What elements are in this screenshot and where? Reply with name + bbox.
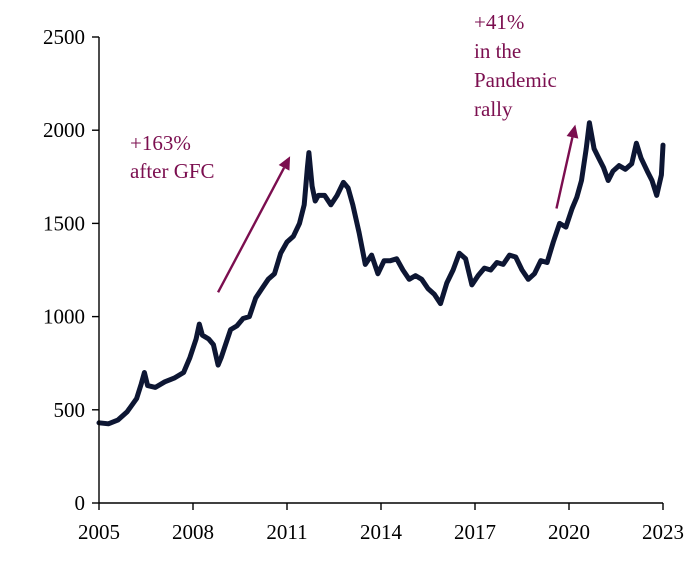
annotation-text: +163% after GFC: [130, 131, 215, 183]
x-tick-label: 2011: [266, 520, 307, 544]
annotation-line: after GFC: [130, 159, 215, 183]
annotation-arrow-head: [278, 156, 291, 171]
tick-labels: 0 500 1000 1500 2000 2500 2005 2008 2011 2014 2017…: [43, 25, 684, 544]
y-tick-label: 1000: [43, 305, 85, 329]
y-tick-label: 0: [75, 491, 86, 515]
annotation-line: Pandemic: [474, 68, 557, 92]
annotation-line: in the: [474, 39, 521, 63]
x-tick-label: 2014: [360, 520, 403, 544]
annotation-arrow-shaft: [217, 167, 286, 293]
annotation-text: +41% in the Pandemic rally: [474, 10, 557, 121]
annotation-texts: +163% after GFC +41% in the Pandemic rally: [130, 10, 557, 183]
y-tick-label: 1500: [43, 211, 85, 235]
annotation-line: +163%: [130, 131, 191, 155]
y-tick-label: 2000: [43, 118, 85, 142]
annotation-line: rally: [474, 97, 513, 121]
x-tick-label: 2023: [642, 520, 684, 544]
x-tick-label: 2005: [78, 520, 120, 544]
annotation-line: +41%: [474, 10, 524, 34]
annotation-arrow-shaft: [555, 137, 574, 209]
x-tick-label: 2008: [172, 520, 214, 544]
series-layer: [96, 120, 666, 427]
y-tick-label: 500: [54, 398, 86, 422]
price-series-line: [96, 120, 666, 427]
y-tick-label: 2500: [43, 25, 85, 49]
axes: [92, 36, 664, 510]
x-tick-label: 2017: [454, 520, 496, 544]
annotation-arrow-head: [566, 124, 579, 139]
x-tick-label: 2020: [548, 520, 590, 544]
annotation-arrows: [217, 124, 579, 293]
